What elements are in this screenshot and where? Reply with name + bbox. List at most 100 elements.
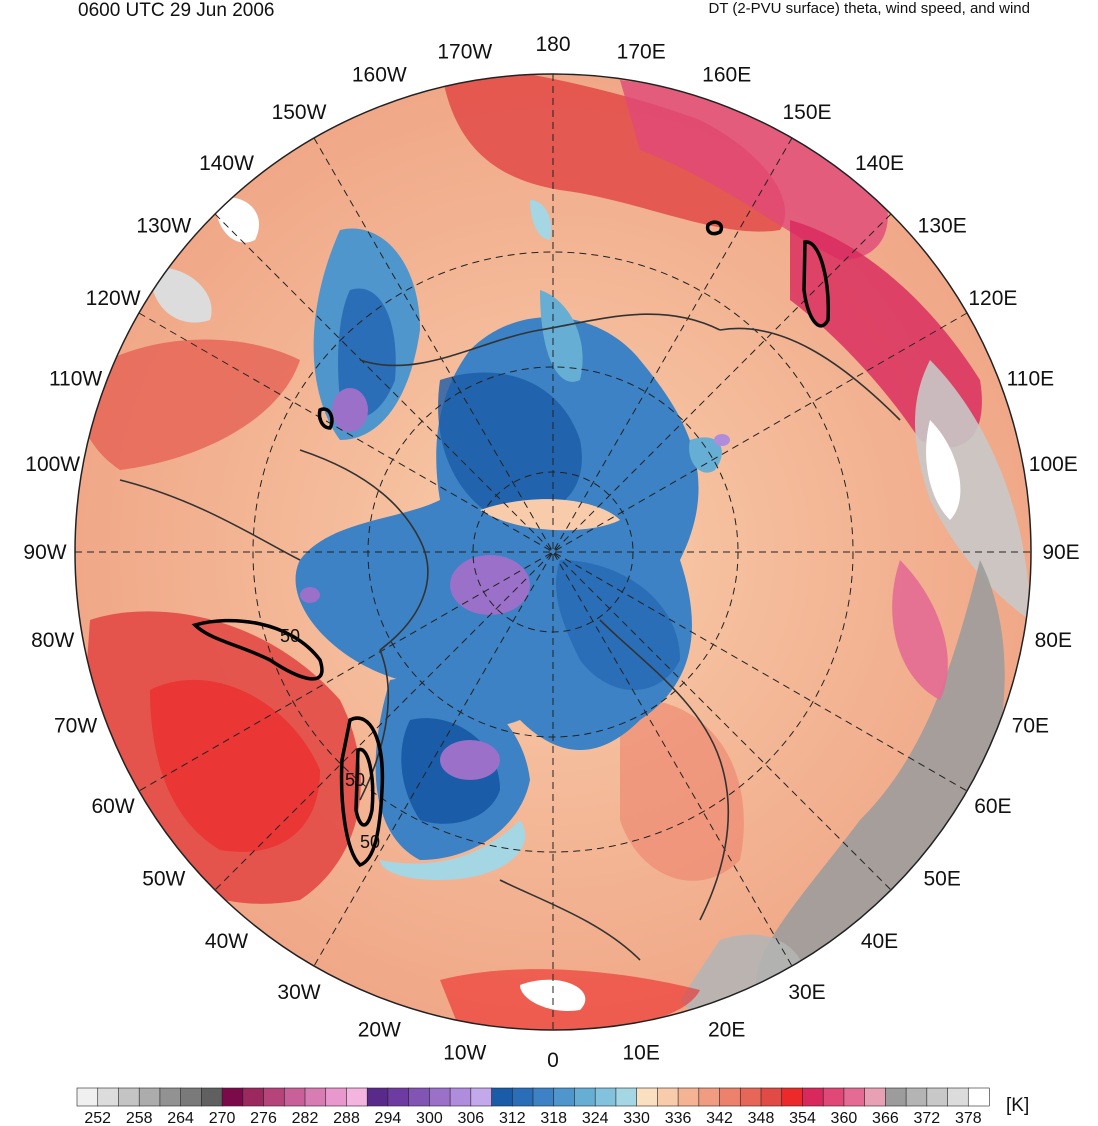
longitude-label: 60W (92, 795, 135, 818)
colorbar-swatch (366, 1087, 389, 1107)
colorbar-swatch (387, 1087, 410, 1107)
colorbar-swatch (511, 1087, 534, 1107)
longitude-labels: 180 170E 160E 150E 140E 130E 120E 110E 100E 90E 80… (23, 33, 1079, 1072)
colorbar-tick-label: 366 (872, 1110, 899, 1126)
longitude-label: 20W (358, 1018, 401, 1041)
colorbar-tick-label: 378 (955, 1110, 982, 1126)
colorbar-swatch (201, 1087, 223, 1107)
longitude-label: 110W (49, 367, 102, 390)
colorbar-swatch (553, 1087, 576, 1107)
colorbar-swatch (657, 1087, 679, 1107)
contour-label: 50 (280, 626, 300, 646)
colorbar-swatch (719, 1087, 741, 1107)
colorbar-swatch (636, 1087, 658, 1107)
longitude-label: 10W (443, 1041, 486, 1064)
colorbar-swatch (242, 1087, 265, 1107)
colorbar-swatch (491, 1087, 513, 1107)
longitude-label: 60E (974, 795, 1011, 818)
longitude-label: 120E (968, 287, 1017, 310)
colorbar-swatch (221, 1087, 244, 1107)
colorbar-tick-label: 324 (582, 1110, 609, 1126)
longitude-label: 70E (1012, 715, 1049, 738)
colorbar-tick-label: 294 (375, 1110, 402, 1126)
colorbar-tick-label: 354 (789, 1110, 816, 1126)
colorbar-tick-label: 300 (416, 1110, 443, 1126)
colorbar-swatch (864, 1087, 886, 1107)
colorbar-swatch (926, 1087, 949, 1107)
colorbar-swatch (843, 1087, 866, 1107)
colorbar-tick-label: 312 (499, 1110, 526, 1126)
longitude-label: 150E (782, 101, 831, 124)
longitude-label: 150W (272, 101, 327, 124)
colorbar-tick-label: 282 (292, 1110, 319, 1126)
colorbar-swatch (408, 1087, 430, 1107)
colorbar-tick-label: 258 (126, 1110, 153, 1126)
longitude-label: 160W (352, 64, 407, 87)
colorbar-swatch (967, 1087, 990, 1107)
longitude-label: 120W (86, 287, 141, 310)
colorbar-swatch (180, 1087, 202, 1107)
colorbar-tick-label: 288 (333, 1110, 360, 1126)
colorbar-units: [K] (1006, 1095, 1030, 1116)
colorbar-swatch (802, 1087, 824, 1107)
colorbar-swatch (574, 1087, 596, 1107)
colorbar-swatch (781, 1087, 804, 1107)
longitude-label: 40E (861, 930, 898, 953)
colorbar-swatch (677, 1087, 700, 1107)
colorbar-swatch (905, 1087, 928, 1107)
colorbar-swatch (118, 1087, 140, 1107)
colorbar-tick-label: 318 (540, 1110, 567, 1126)
colorbar-swatch (159, 1087, 182, 1107)
longitude-label: 40W (205, 930, 248, 953)
colorbar-swatch (947, 1087, 969, 1107)
wind-speed-contours (191, 220, 830, 868)
colorbar-swatch (346, 1087, 368, 1107)
colorbar-tick-label: 372 (913, 1110, 940, 1126)
valid-time-label: 0600 UTC 29 Jun 2006 (78, 0, 275, 21)
colorbar-tick-label: 348 (748, 1110, 775, 1126)
longitude-label: 80W (31, 629, 74, 652)
colorbar-tick-label: 276 (250, 1110, 277, 1126)
colorbar-swatch (760, 1087, 783, 1107)
longitude-label: 50E (924, 868, 961, 891)
colorbar-swatch (470, 1087, 493, 1107)
colorbar-tick-label: 306 (457, 1110, 484, 1126)
longitude-label: 100E (1029, 453, 1078, 476)
colorbar-swatch (325, 1087, 348, 1107)
longitude-label: 130E (918, 215, 967, 238)
colorbar-swatch (263, 1087, 285, 1107)
contour-label: 50 (345, 770, 365, 790)
colorbar-tick-label: 252 (84, 1110, 111, 1126)
colorbar-tick-label: 342 (706, 1110, 733, 1126)
longitude-label: 30E (788, 981, 825, 1004)
colorbar-swatch (304, 1087, 327, 1107)
longitude-label: 10E (623, 1041, 660, 1064)
contour-label: 50 (360, 832, 380, 852)
colorbar-swatch (283, 1087, 306, 1107)
colorbar-tick-label: 264 (167, 1110, 194, 1126)
colorbar-swatch (822, 1087, 845, 1107)
colorbar-swatch (885, 1087, 907, 1107)
colorbar-swatch (97, 1087, 120, 1107)
longitude-label: 170W (437, 41, 492, 64)
product-title: DT (2-PVU surface) theta, wind speed, an… (708, 0, 1030, 17)
colorbar-tick-label: 270 (209, 1110, 236, 1126)
longitude-label: 100W (25, 453, 80, 476)
graticule (75, 74, 1031, 1030)
longitude-label: 20E (708, 1018, 745, 1041)
longitude-label: 70W (54, 715, 97, 738)
colorbar-swatch (429, 1087, 451, 1107)
longitude-label: 90E (1042, 541, 1079, 564)
longitude-label: 160E (702, 64, 751, 87)
colorbar-tick-label: 360 (831, 1110, 858, 1126)
coastlines (119, 313, 901, 961)
longitude-label: 30W (277, 981, 320, 1004)
longitude-label: 130W (136, 215, 191, 238)
longitude-label: 0 (547, 1049, 559, 1072)
colorbar-swatch (615, 1087, 638, 1107)
longitude-label: 80E (1035, 629, 1072, 652)
colorbar-tick-label: 330 (623, 1110, 650, 1126)
colorbar-swatch (739, 1087, 762, 1107)
colorbar-swatch (532, 1087, 555, 1107)
